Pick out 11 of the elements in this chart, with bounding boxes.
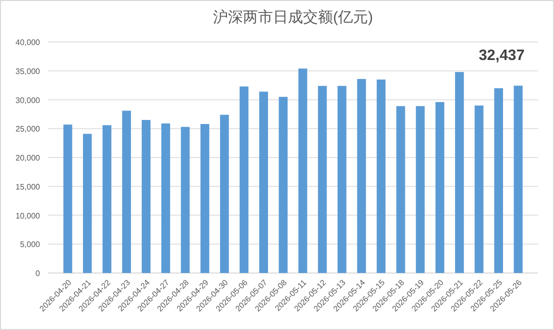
data-label: 32,437: [478, 47, 525, 64]
y-tick-label: 40,000: [16, 38, 41, 47]
y-tick-label: 20,000: [16, 154, 41, 162]
y-tick-label: 10,000: [16, 211, 41, 220]
chart-title: 沪深两市日成交额(亿元): [213, 9, 373, 26]
y-tick-label: 15,000: [16, 182, 41, 192]
y-tick-label: 0: [36, 269, 41, 278]
y-tick-label: 5,000: [20, 240, 41, 250]
y-tick-label: 35,000: [16, 66, 41, 76]
y-tick-label: 25,000: [16, 124, 41, 134]
y-tick-label: 30,000: [16, 96, 41, 105]
